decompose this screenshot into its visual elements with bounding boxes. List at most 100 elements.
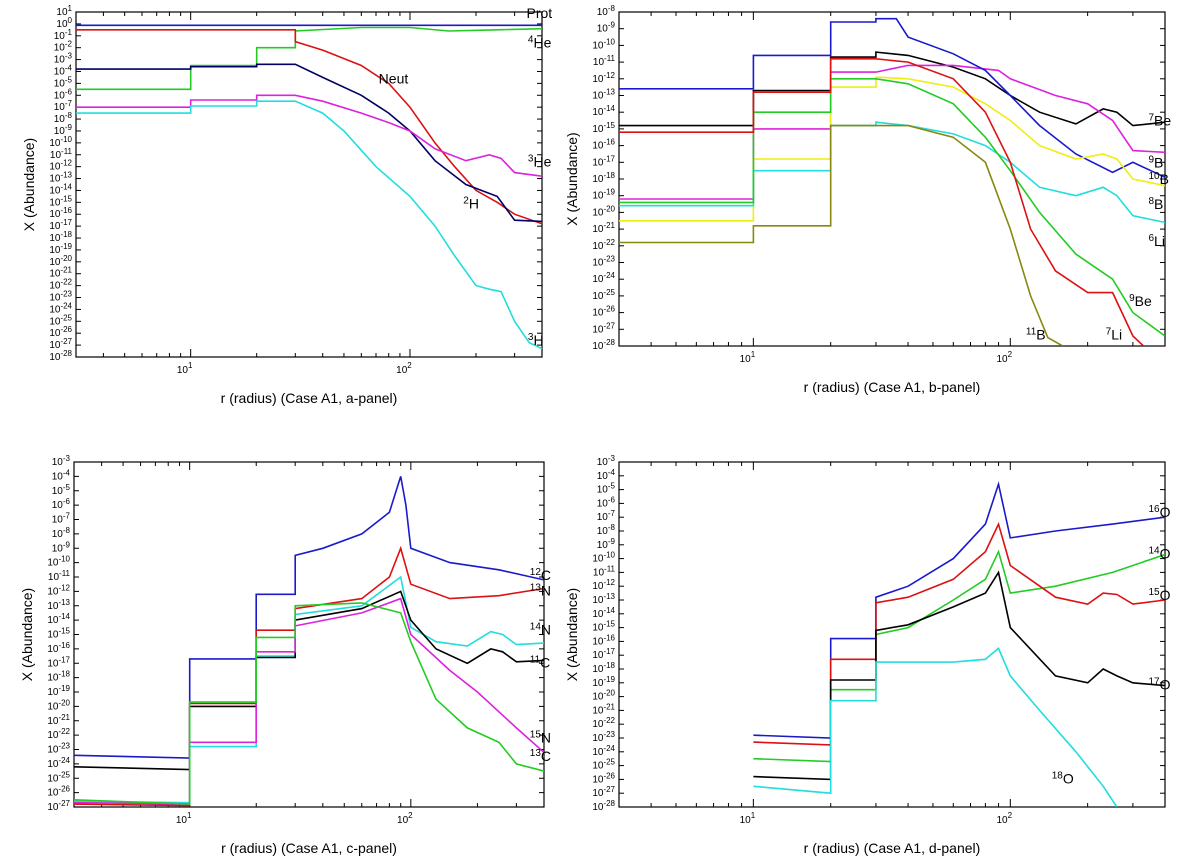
y-tick-label: 10-26: [47, 785, 70, 799]
series-label-17O: 17O: [1148, 677, 1170, 693]
y-tick-label: 10-7: [54, 99, 73, 113]
y-tick-label: 10-20: [47, 698, 70, 712]
series-line-9B: [619, 64, 1165, 200]
y-tick-label: 10-14: [592, 104, 615, 118]
series-label-Prot: Prot: [527, 5, 553, 21]
y-tick-label: 10-11: [50, 147, 73, 161]
x-axis-label: r (radius) (Case A1, c-panel): [221, 840, 397, 856]
y-tick-label: 10-21: [47, 713, 70, 727]
y-tick-label: 10-26: [592, 771, 615, 785]
series-label-14N: 14N: [530, 622, 551, 638]
series-label-2H: 2H: [463, 195, 479, 211]
y-tick-label: 10-22: [592, 716, 615, 730]
y-tick-label: 10-20: [49, 254, 72, 268]
series-line-7Be: [619, 51, 1165, 127]
y-tick-label: 10-5: [54, 75, 73, 89]
x-tick-label: 102: [396, 361, 412, 376]
series-label-10B: 10B: [1148, 171, 1168, 187]
y-tick-label: 10-22: [592, 238, 615, 252]
y-tick-label: 10-23: [592, 255, 615, 269]
series-label-16O: 16O: [1148, 504, 1170, 520]
y-tick-label: 10-26: [49, 325, 72, 339]
y-tick-label: 10-7: [597, 509, 616, 523]
y-tick-label: 10-16: [49, 206, 72, 220]
y-tick-label: 10-14: [47, 612, 70, 626]
series-line-10B: [619, 76, 1165, 222]
series-line-18O: [753, 646, 1118, 807]
y-tick-label: 10-12: [592, 578, 615, 592]
plot-frame: [618, 11, 1166, 347]
series-label-6Li: 6Li: [1148, 233, 1164, 249]
y-tick-label: 10-24: [592, 271, 615, 285]
series-label-Neut: Neut: [379, 70, 409, 86]
y-tick-label: 10-19: [592, 675, 615, 689]
y-axis-label: X (Abundance): [19, 588, 35, 681]
y-tick-label: 10-13: [49, 171, 72, 185]
y-tick-label: 10-26: [592, 305, 615, 319]
x-tick-label: 101: [740, 350, 756, 365]
series-line-12C: [74, 476, 544, 759]
y-tick-label: 10-2: [54, 40, 73, 54]
y-tick-label: 10-27: [47, 799, 70, 813]
x-axis-label: r (radius) (Case A1, b-panel): [804, 379, 981, 395]
y-tick-label: 10-13: [592, 592, 615, 606]
y-tick-label: 10-11: [593, 54, 616, 68]
y-axis-label: X (Abundance): [564, 588, 580, 681]
y-tick-label: 10-19: [47, 684, 70, 698]
series-line-blue: [619, 17, 1165, 179]
y-tick-label: 10-9: [597, 21, 616, 35]
series-line-11C: [74, 590, 544, 771]
y-tick-label: 10-6: [597, 495, 616, 509]
y-tick-label: 10-25: [592, 758, 615, 772]
y-tick-label: 10-9: [52, 540, 71, 554]
x-axis-label: r (radius) (Case A1, a-panel): [221, 390, 398, 406]
y-tick-label: 101: [56, 4, 72, 18]
y-tick-label: 10-15: [49, 194, 72, 208]
y-tick-label: 10-22: [49, 278, 72, 292]
series-label-14O: 14O: [1148, 546, 1170, 562]
y-tick-label: 10-21: [592, 702, 615, 716]
series-label-12C: 12C: [530, 567, 551, 583]
y-tick-label: 10-28: [49, 349, 72, 363]
y-tick-label: 10-11: [593, 564, 616, 578]
y-tick-label: 10-25: [49, 313, 72, 327]
y-tick-label: 10-24: [49, 301, 72, 315]
y-tick-label: 10-4: [54, 63, 73, 77]
series-label-7Li: 7Li: [1106, 326, 1122, 342]
series-line-6Li: [619, 78, 1165, 337]
y-tick-label: 10-12: [47, 583, 70, 597]
series-line-17O: [753, 570, 1165, 781]
series-label-3He: 3He: [528, 154, 552, 170]
y-tick-label: 10-4: [52, 468, 71, 482]
y-tick-label: 10-10: [592, 551, 615, 565]
y-tick-label: 10-25: [47, 770, 70, 784]
y-tick-label: 10-8: [597, 523, 616, 537]
y-tick-label: 10-27: [49, 337, 72, 351]
series-label-3H: 3H: [528, 332, 544, 348]
y-tick-label: 10-20: [592, 689, 615, 703]
y-tick-label: 10-16: [47, 641, 70, 655]
series-line-4He: [76, 26, 542, 91]
y-tick-label: 10-13: [592, 88, 615, 102]
chart-panel-b: 10-28 10-27 10-26 10-25 10-24 10-23 10-22 10-21…: [564, 4, 1171, 395]
y-tick-label: 10-15: [47, 627, 70, 641]
y-tick-label: 10-15: [592, 620, 615, 634]
x-tick-label: 102: [997, 811, 1013, 826]
x-tick-label: 101: [176, 811, 192, 826]
y-tick-label: 10-25: [592, 288, 615, 302]
y-tick-label: 10-5: [597, 482, 616, 496]
series-line-3He: [76, 94, 542, 177]
series-label-9Be: 9Be: [1129, 293, 1152, 309]
series-line-Neut: [76, 29, 542, 225]
series-line-16O: [753, 481, 1165, 739]
y-tick-label: 10-18: [592, 661, 615, 675]
chart-panel-d: 10-2810-2710-2610-2510-2410-2310-2210-21…: [564, 454, 1171, 856]
series-line-11B: [619, 124, 1064, 346]
y-tick-label: 10-18: [592, 171, 615, 185]
y-tick-label: 10-8: [54, 111, 73, 125]
y-tick-label: 10-9: [54, 123, 73, 137]
series-label-13C: 13C: [530, 748, 551, 764]
series-line-13N: [74, 545, 544, 807]
series-line-14O: [753, 549, 1165, 763]
